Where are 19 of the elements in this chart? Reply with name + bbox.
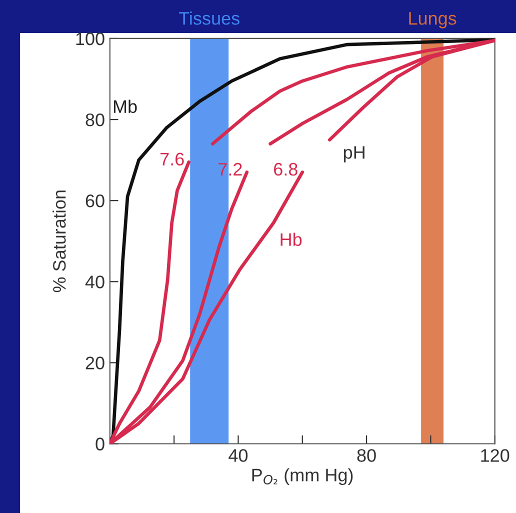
- series-label: 6.8: [274, 162, 298, 176]
- y-tick-label: 80: [86, 113, 104, 126]
- x-tick-label: 120: [481, 449, 510, 462]
- annotation: pH: [344, 146, 364, 162]
- y-tick-label: 40: [85, 276, 104, 288]
- y-tick-label: 60: [86, 194, 104, 208]
- y-tick-label: 20: [86, 356, 104, 370]
- band-label: Lungs: [409, 12, 456, 28]
- line-series: [110, 38, 495, 444]
- x-tick-label: 40: [228, 449, 248, 462]
- series-label: 7.6: [160, 152, 184, 166]
- y-tick-label: 0: [96, 438, 104, 450]
- y-tick-label: 100: [76, 32, 104, 46]
- series-label: Mb: [114, 100, 137, 114]
- band-label: Tissues: [178, 12, 240, 25]
- x-tick-label: 80: [357, 449, 376, 462]
- x-axis-title: P$_{O₂}$ (mm Hg): [252, 468, 353, 486]
- y-axis-title: % Saturation: [52, 190, 66, 292]
- annotation: Hb: [280, 232, 302, 246]
